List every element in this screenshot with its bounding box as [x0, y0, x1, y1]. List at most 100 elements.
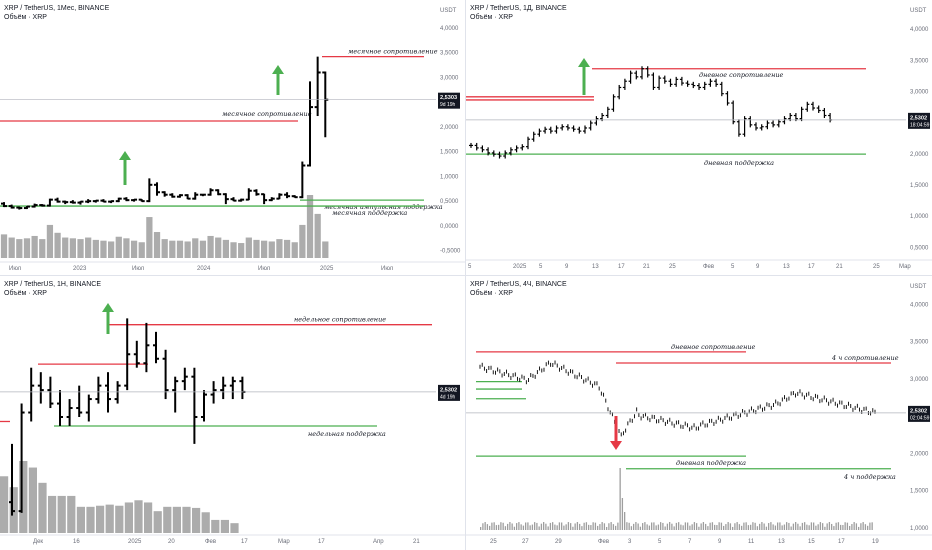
- volume-bar: [169, 240, 176, 258]
- price-axis-tick-label: 1,5000: [910, 489, 929, 495]
- volume-bar: [192, 238, 199, 258]
- monthly-chart-panel[interactable]: XRP / TetherUS, 1Мес, BINANCE Объём · XR…: [0, 0, 465, 275]
- volume-bar: [572, 526, 574, 530]
- volume-bar: [819, 522, 822, 530]
- volume-bar: [507, 523, 509, 530]
- volume-bar: [678, 522, 680, 530]
- volume-bar: [648, 525, 651, 530]
- volume-bar: [837, 522, 840, 530]
- price-axis-tick-label: 0,5000: [440, 199, 459, 205]
- volume-bar: [574, 523, 576, 530]
- volume-bar: [741, 525, 743, 530]
- level-annotation: 4 ч поддержка: [843, 473, 896, 481]
- volume-bar: [655, 525, 657, 530]
- volume-bar: [824, 526, 826, 530]
- volume-bar: [657, 524, 660, 530]
- volume-bar: [552, 522, 554, 530]
- price-axis-tick-label: 1,5000: [910, 183, 929, 189]
- weekly-chart-canvas[interactable]: Дек 16 2025 20 Фев 17 Мар 17 Апр 21 недельное сопр…: [0, 276, 465, 550]
- time-axis-tick-label: 11: [748, 539, 755, 545]
- volume-bar: [729, 523, 732, 530]
- volume-bar: [651, 522, 653, 530]
- current-price-tag: [438, 92, 460, 109]
- volume-bar: [115, 505, 124, 533]
- time-axis-tick-label: 25: [669, 264, 676, 270]
- time-axis-tick-label: Мар: [899, 264, 911, 270]
- volume-bar: [633, 523, 635, 530]
- volume-bar: [253, 239, 260, 258]
- volume-bar: [786, 522, 788, 530]
- volume-bar: [750, 524, 752, 530]
- volume-bar: [38, 482, 47, 533]
- volume-bar: [268, 241, 275, 258]
- volume-bar: [134, 500, 143, 533]
- volume-bar: [39, 239, 46, 258]
- price-axis-tick-label: 2,0000: [440, 125, 459, 131]
- volume-bar: [806, 524, 808, 530]
- volume-bar: [765, 526, 768, 530]
- volume-bar: [705, 523, 707, 530]
- volume-bar: [115, 236, 122, 258]
- level-annotation: дневная поддержка: [704, 159, 774, 167]
- volume-bar: [664, 526, 666, 530]
- time-axis-tick-label: Фев: [205, 539, 216, 545]
- volume-bar: [675, 522, 678, 530]
- level-annotation: недельное сопротивление: [294, 316, 386, 324]
- volume-bar: [867, 525, 869, 530]
- daily-chart-canvas[interactable]: USDT4,00003,50003,00002,50002,00001,5000…: [466, 0, 932, 275]
- volume-bar: [723, 525, 725, 530]
- four-hour-chart-canvas[interactable]: USDT4,00003,50003,00002,50002,00001,5000…: [466, 276, 932, 550]
- volume-bar: [124, 502, 133, 533]
- volume-bar: [486, 524, 489, 530]
- price-axis-tick-label: 2,0000: [910, 152, 929, 158]
- volume-bar: [291, 242, 298, 258]
- trend-arrow-up-head: [578, 58, 590, 67]
- volume-bar: [545, 523, 547, 530]
- daily-chart-panel[interactable]: XRP / TetherUS, 1Д, BINANCE Объём · XRP …: [466, 0, 932, 275]
- time-axis-tick-label: 5: [658, 539, 662, 545]
- volume-bar: [570, 523, 572, 530]
- volume-bar: [725, 524, 727, 530]
- volume-bar: [779, 522, 781, 530]
- volume-bar: [527, 522, 529, 530]
- volume-bar: [842, 525, 844, 530]
- volume-bar: [849, 525, 851, 530]
- time-axis-tick-label: 2025: [513, 264, 527, 270]
- volume-bar: [716, 525, 718, 530]
- price-axis-tick-label: 1,0000: [910, 526, 929, 532]
- volume-bar: [322, 241, 329, 258]
- volume-bar: [684, 522, 687, 530]
- time-axis-tick-label: Фев: [598, 539, 609, 545]
- volume-bar: [727, 522, 729, 530]
- volume-bar: [558, 522, 561, 530]
- price-axis-tick-label: 4,0000: [910, 302, 929, 308]
- volume-bar: [763, 523, 765, 530]
- level-annotation: дневное сопротивление: [699, 71, 784, 79]
- trend-arrow-up-head: [102, 303, 114, 312]
- chart-header: XRP / TetherUS, 1Д, BINANCE Объём · XRP: [470, 4, 567, 22]
- weekly-chart-panel[interactable]: XRP / TetherUS, 1Н, BINANCE Объём · XRP …: [0, 276, 465, 550]
- volume-bar: [756, 526, 759, 530]
- volume-bar: [92, 239, 99, 258]
- price-axis-tick-label: 3,0000: [910, 90, 929, 96]
- monthly-chart-canvas[interactable]: USDT4,00003,50003,00002,50002,00001,5000…: [0, 0, 465, 275]
- volume-bar: [720, 522, 723, 530]
- price-axis-tick-label: -0,5000: [440, 249, 461, 255]
- volume-bar: [579, 523, 581, 530]
- volume-bar: [777, 522, 779, 530]
- volume-bar: [734, 523, 736, 530]
- time-axis-tick-label: 17: [241, 539, 248, 545]
- volume-bar: [743, 522, 745, 530]
- bar-countdown: 9d 19h: [440, 102, 456, 108]
- volume-bar: [718, 522, 720, 530]
- price-axis-tick-label: USDT: [910, 284, 927, 290]
- volume-bar: [626, 522, 628, 530]
- volume-bar: [581, 526, 583, 530]
- four-hour-chart-panel[interactable]: XRP / TetherUS, 4Ч, BINANCE Объём · XRP …: [466, 276, 932, 550]
- volume-bar: [489, 525, 491, 530]
- volume-bar: [714, 524, 716, 530]
- volume-bar: [617, 522, 619, 530]
- volume-bar: [621, 498, 624, 530]
- price-axis-tick-label: 2,0000: [910, 451, 929, 457]
- price-axis-tick-label: 3,5000: [440, 51, 459, 57]
